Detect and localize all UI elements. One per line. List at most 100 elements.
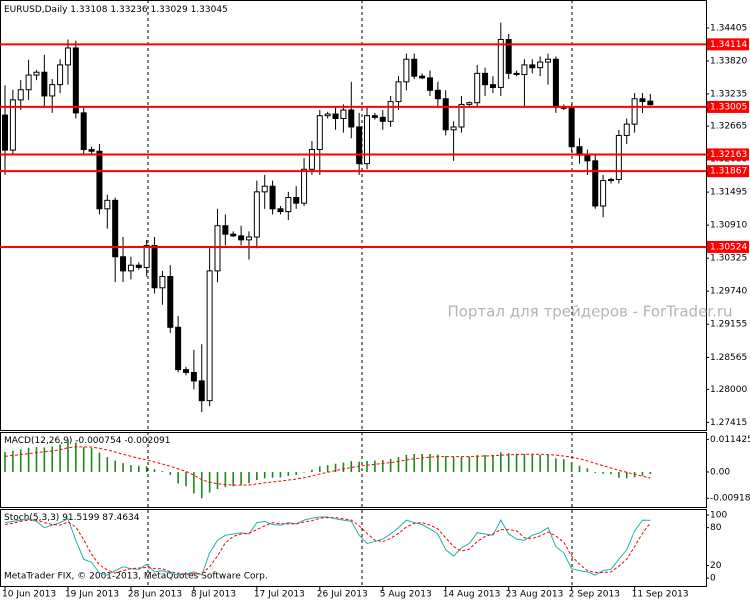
candle-body (190, 371, 197, 382)
y-tick-label: 0.011425 (710, 435, 750, 445)
candle-body (584, 154, 591, 162)
candle-body (261, 185, 268, 193)
candle-body (513, 72, 520, 75)
candle-body (529, 64, 536, 69)
macd-panel (0, 432, 707, 508)
level-label: 1.30524 (710, 242, 747, 252)
candle-body (482, 72, 489, 86)
level-label-box (707, 165, 749, 178)
y-tick-label: 1.29155 (710, 320, 747, 330)
candle-body (120, 256, 127, 272)
candle-body (88, 149, 95, 152)
x-tick-label: 19 Jun 2013 (65, 590, 119, 600)
candle-body (371, 115, 378, 118)
candle-body (545, 58, 552, 63)
candle-body (607, 178, 614, 182)
y-tick-label: 1.32665 (710, 122, 747, 132)
level-label-box (707, 148, 749, 161)
x-tick-label: 14 Aug 2013 (443, 590, 501, 600)
candle-body (293, 197, 300, 204)
period-separators (147, 0, 573, 587)
candle-body (167, 276, 174, 328)
candle-body (505, 39, 512, 74)
candle-body (72, 47, 79, 114)
watermark: Портал для трейдеров - ForTrader.ru (447, 303, 732, 321)
candle-body (183, 369, 190, 373)
last-low: 1.33029 (150, 5, 187, 15)
main-header: EURUSD,Daily 1.33108 1.33236 1.33029 1.3… (4, 5, 228, 15)
candle-body (592, 160, 599, 207)
x-tick-label: 28 Jun 2013 (128, 590, 182, 600)
candle-body (395, 81, 402, 103)
candle-body (127, 264, 134, 272)
candle-body (222, 225, 229, 235)
y-tick-label: 1.33235 (710, 89, 747, 99)
candle-body (379, 116, 386, 122)
symbol: EURUSD,Daily (4, 5, 68, 15)
stoch-title: Stoch(5,3,3) (4, 513, 59, 523)
candle-body (631, 98, 638, 125)
y-tick-label: 1.27415 (710, 418, 747, 428)
candle-body (238, 235, 245, 241)
level-label-box (707, 240, 749, 253)
stoch-header: Stoch(5,3,3) 91.5199 87.4634 (4, 513, 140, 523)
macd-title: MACD(12,26,9) (4, 436, 72, 446)
candle-body (411, 58, 418, 77)
candle-body (9, 99, 16, 151)
candle-body (348, 109, 355, 128)
k-last: 91.5199 (62, 513, 99, 523)
candle-body (324, 113, 331, 117)
x-tick-label: 8 Jul 2013 (191, 590, 236, 600)
y-tick-label: 1.33820 (710, 56, 747, 66)
candle-body (253, 191, 260, 238)
candle-body (332, 113, 339, 120)
candle-body (387, 101, 394, 122)
x-tick-label: 11 Sep 2013 (632, 590, 689, 600)
candle-body (442, 98, 449, 131)
level-label: 1.31867 (710, 167, 747, 177)
candle-body (623, 123, 630, 136)
candle-body (647, 100, 654, 106)
candle-body (497, 39, 504, 88)
candle-body (537, 61, 544, 69)
y-tick-label: 1.30325 (710, 254, 747, 264)
signal-line (4, 446, 651, 486)
y-tick-label: 1.30910 (710, 221, 747, 231)
candle-body (356, 126, 363, 165)
candle-body (419, 75, 426, 79)
y-tick-label: 1.28000 (710, 385, 747, 395)
stoch-line (4, 516, 651, 576)
candle-body (552, 58, 559, 108)
d-last: 87.4634 (102, 513, 139, 523)
x-tick-label: 17 Jul 2013 (254, 590, 305, 600)
x-tick-label: 26 Jul 2013 (317, 590, 368, 600)
candle-body (41, 71, 48, 97)
candle-body (57, 64, 64, 86)
level-label-box (707, 38, 749, 51)
candle-body (151, 244, 158, 289)
y-tick-label: -0.009187 (710, 494, 750, 504)
macd-last: -0.000754 (75, 436, 121, 446)
candle-body (230, 233, 237, 237)
x-tick-label: 2 Sep 2013 (569, 590, 620, 600)
candle-body (364, 115, 371, 165)
candle-body (17, 89, 24, 101)
candle-body (96, 150, 103, 210)
level-label: 1.32163 (710, 150, 747, 160)
candle-body (474, 72, 481, 104)
candle-body (175, 326, 182, 371)
y-tick-label: 1.34405 (710, 23, 747, 33)
candle-body (2, 114, 8, 151)
candle-body (214, 225, 221, 272)
main-panel (0, 0, 707, 431)
candle-body (615, 134, 622, 180)
candle-body (639, 98, 646, 103)
candle-body (159, 276, 166, 289)
candle-body (301, 168, 308, 204)
last-close: 1.33045 (191, 5, 228, 15)
candle-body (135, 264, 142, 268)
candle-body (25, 74, 32, 91)
level-label-box (707, 100, 749, 113)
signal-last: -0.002091 (124, 436, 170, 446)
